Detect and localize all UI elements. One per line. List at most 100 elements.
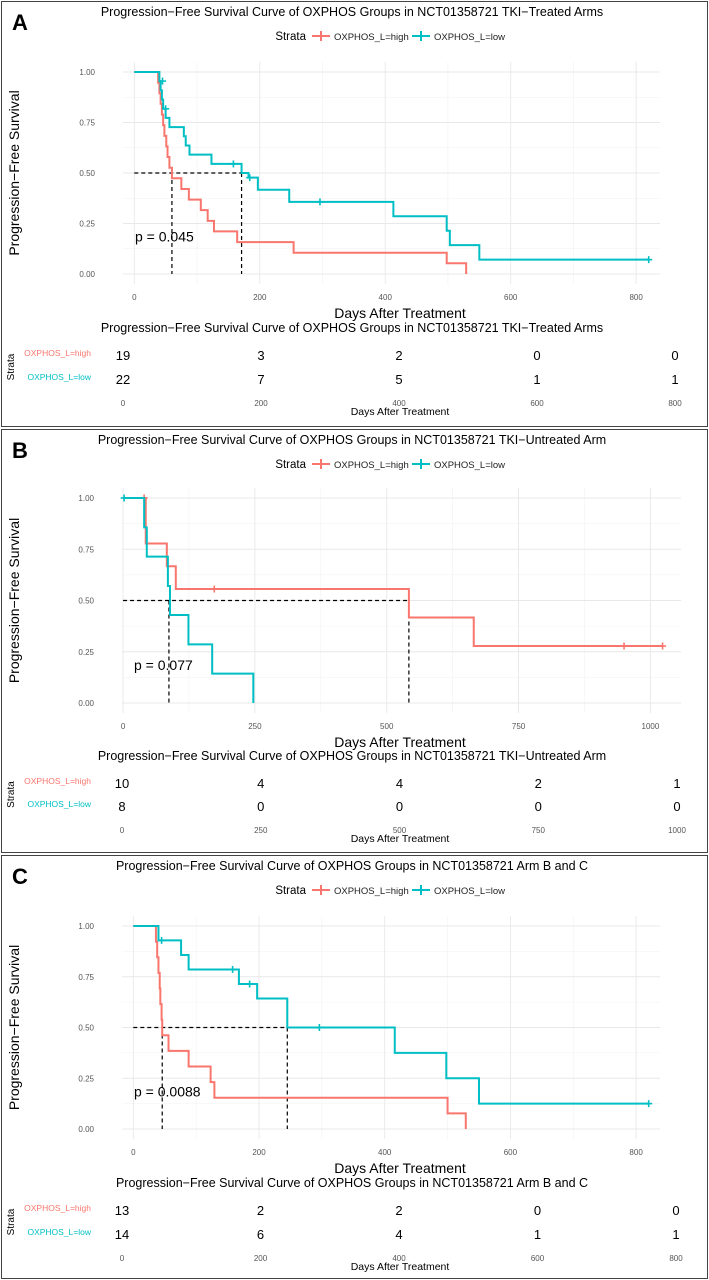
risk-x-label: Days After Treatment [351, 833, 450, 845]
panel-b: B Progression−Free Survival Curve of OXPH… [1, 429, 708, 853]
risk-tick-label: 0 [121, 399, 126, 408]
median-lines [133, 1026, 288, 1129]
legend-key-high [312, 31, 330, 41]
risk-row-label: OXPHOS_L=low [27, 372, 91, 382]
risk-count: 1 [534, 1227, 541, 1242]
risk-count: 22 [116, 372, 130, 387]
y-tick-label: 1.00 [78, 922, 94, 931]
legend-key-low [412, 31, 430, 41]
survival-curve-high [133, 925, 467, 1129]
legend-key-low [412, 885, 430, 895]
censor-mark-low [158, 936, 166, 944]
censor-mark-low [246, 174, 254, 182]
x-axis-label: Days After Treatment [334, 734, 466, 750]
risk-table-title: Progression−Free Survival Curve of OXPHO… [98, 749, 606, 763]
risk-count: 0 [672, 1203, 679, 1218]
risk-count: 0 [396, 799, 403, 814]
legend-title: Strata [275, 885, 306, 897]
y-tick-label: 0.25 [78, 648, 94, 657]
censor-mark-low [229, 965, 237, 973]
chart-title: Progression−Free Survival Curve of OXPHO… [101, 5, 603, 19]
risk-strata-label: Strata [6, 781, 17, 808]
risk-tick-label: 800 [669, 1254, 683, 1263]
panel-letter: C [12, 864, 28, 889]
y-tick-label: 0.50 [79, 169, 95, 178]
censor-mark-low [162, 105, 170, 113]
risk-count: 2 [395, 348, 402, 363]
x-tick-label: 800 [629, 1148, 643, 1157]
risk-tick-label: 200 [254, 1254, 268, 1263]
risk-tick-label: 800 [668, 399, 682, 408]
p-value: p = 0.045 [135, 229, 194, 245]
censor-mark-low [229, 160, 237, 168]
panel-letter: B [12, 438, 28, 463]
y-tick-label: 0.50 [78, 1024, 94, 1033]
risk-x-label: Days After Treatment [351, 1261, 450, 1273]
y-tick-label: 0.25 [78, 1074, 94, 1083]
x-tick-label: 500 [380, 722, 394, 731]
risk-tick-label: 0 [120, 1254, 125, 1263]
y-axis-label: Progression−Free Survival [6, 945, 22, 1110]
risk-count: 2 [395, 1203, 402, 1218]
y-tick-label: 1.00 [78, 494, 94, 503]
risk-count: 5 [395, 372, 402, 387]
median-lines [134, 172, 243, 274]
risk-row-label: OXPHOS_L=high [24, 1203, 91, 1213]
risk-tick-label: 400 [392, 399, 406, 408]
x-tick-label: 0 [132, 293, 137, 302]
risk-tick-label: 600 [530, 399, 544, 408]
legend-title: Strata [275, 459, 306, 471]
x-tick-label: 750 [512, 722, 526, 731]
risk-row-label: OXPHOS_L=high [24, 776, 91, 786]
risk-count: 0 [534, 1203, 541, 1218]
risk-tick-label: 750 [532, 826, 546, 835]
chart-title: Progression−Free Survival Curve of OXPHO… [116, 859, 588, 873]
x-tick-label: 400 [378, 1148, 392, 1157]
panel-border [1, 429, 708, 853]
grid [122, 488, 681, 713]
panel-a: A Progression−Free Survival Curve of OXPH… [1, 1, 708, 427]
x-tick-label: 800 [629, 293, 643, 302]
survival-curve-high [123, 497, 663, 648]
x-axis-label: Days After Treatment [334, 1160, 466, 1176]
x-tick-label: 200 [252, 1148, 266, 1157]
survival-curve-low [133, 925, 649, 1105]
risk-count: 3 [257, 348, 264, 363]
x-tick-label: 400 [379, 293, 393, 302]
survival-curve-high [134, 71, 468, 274]
y-tick-label: 0.00 [78, 1125, 94, 1134]
risk-count: 4 [396, 776, 403, 791]
censor-mark-low [246, 980, 254, 988]
risk-count: 4 [257, 776, 264, 791]
legend-key-low [412, 459, 430, 469]
censor-mark-low [645, 256, 653, 264]
risk-tick-label: 500 [393, 826, 407, 835]
y-tick-label: 0.25 [79, 220, 95, 229]
legend-label: OXPHOS_L=high [334, 460, 409, 471]
risk-count: 10 [115, 776, 129, 791]
risk-count: 4 [395, 1227, 402, 1242]
risk-count: 1 [671, 372, 678, 387]
x-tick-label: 250 [248, 722, 262, 731]
panel-c: C Progression−Free Survival Curve of OXPH… [1, 855, 708, 1279]
risk-strata-label: Strata [6, 1208, 17, 1235]
legend-title: Strata [275, 31, 306, 43]
legend-label: OXPHOS_L=high [334, 32, 409, 43]
censor-mark-low [645, 1100, 653, 1108]
y-tick-label: 0.75 [78, 973, 94, 982]
y-tick-label: 0.00 [79, 270, 95, 279]
risk-x-label: Days After Treatment [351, 406, 450, 418]
x-tick-label: 0 [121, 722, 126, 731]
risk-count: 0 [671, 348, 678, 363]
y-tick-label: 0.75 [79, 119, 95, 128]
legend-key-high [312, 459, 330, 469]
panel-border [1, 855, 708, 1279]
grid [123, 62, 660, 284]
risk-tick-label: 200 [254, 399, 268, 408]
risk-row-label: OXPHOS_L=low [27, 799, 91, 809]
chart-title: Progression−Free Survival Curve of OXPHO… [98, 433, 606, 447]
risk-count: 6 [257, 1227, 264, 1242]
risk-count: 19 [116, 348, 130, 363]
p-value: p = 0.077 [134, 657, 193, 673]
